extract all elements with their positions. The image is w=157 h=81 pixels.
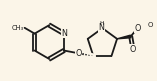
Polygon shape: [117, 35, 131, 39]
Text: N: N: [61, 29, 67, 38]
Text: O: O: [76, 49, 82, 58]
Text: O: O: [148, 22, 153, 28]
Text: CH₃: CH₃: [12, 25, 24, 31]
Text: N: N: [99, 23, 105, 32]
Text: O: O: [134, 24, 141, 33]
Text: O: O: [130, 45, 136, 54]
Text: H: H: [99, 21, 104, 26]
